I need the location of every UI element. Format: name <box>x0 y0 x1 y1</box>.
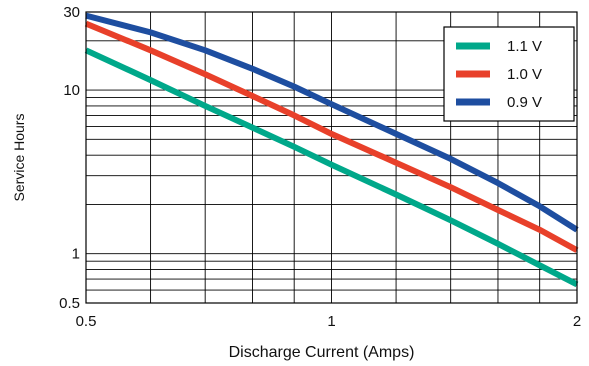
tick-labels: 0.5 1 2 0.5 1 10 30 <box>59 4 581 330</box>
series-line-2 <box>85 12 579 233</box>
legend-label-1: 1.0 V <box>507 66 542 83</box>
y-tick-label: 30 <box>63 4 80 21</box>
legend: 1.1 V 1.0 V 0.9 V <box>443 26 575 122</box>
series-line-1 <box>84 20 579 253</box>
y-tick-label: 0.5 <box>59 295 80 312</box>
y-axis-title: Service Hours <box>11 114 27 202</box>
x-tick-label: 1 <box>327 313 335 330</box>
y-tick-label: 10 <box>63 82 80 99</box>
x-tick-label: 0.5 <box>76 313 97 330</box>
y-tick-label: 1 <box>72 246 80 263</box>
plot-frame <box>85 11 578 304</box>
x-axis-title: Discharge Current (Amps) <box>229 344 415 361</box>
series-lines <box>84 12 579 288</box>
x-tick-label: 2 <box>573 313 581 330</box>
legend-label-0: 1.1 V <box>507 38 542 55</box>
series-line-0 <box>84 47 579 288</box>
legend-label-2: 0.9 V <box>507 94 542 111</box>
